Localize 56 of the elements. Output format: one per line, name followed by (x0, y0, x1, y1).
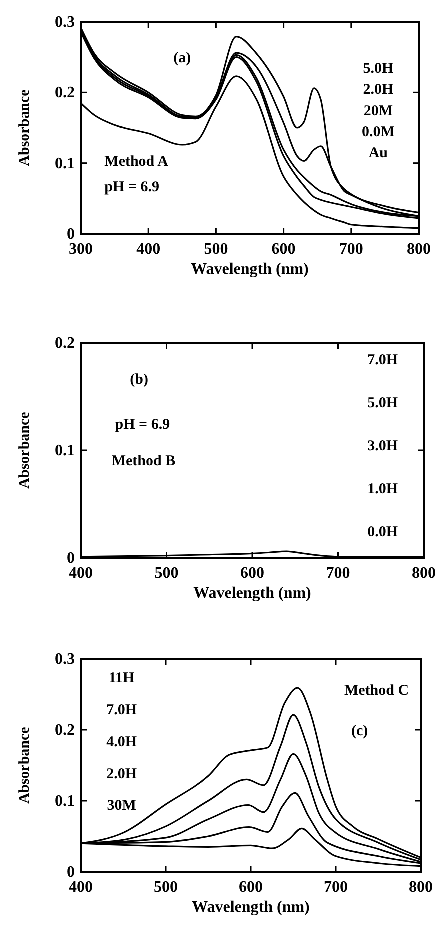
annotation: pH = 6.9 (104, 180, 160, 196)
x-tick-label: 400 (136, 241, 161, 258)
annotation: 5.0H (368, 396, 398, 412)
annotation: (a) (174, 50, 192, 66)
annotation: 20M (364, 103, 394, 120)
x-axis-title: Wavelength (nm) (191, 261, 309, 278)
x-tick-label: 600 (272, 241, 296, 258)
annotation: Method C (344, 683, 410, 700)
annotation: 0.0H (368, 524, 398, 540)
x-tick-label: 700 (339, 241, 364, 258)
annotation: Method A (104, 154, 169, 170)
y-tick-label: 0.3 (55, 14, 75, 31)
y-tick-label: 0.1 (55, 442, 75, 460)
annotation: 30M (107, 798, 136, 814)
y-tick-label: 0 (67, 550, 75, 567)
y-axis-title: Absorbance (17, 726, 33, 804)
y-tick-label: 0.2 (55, 722, 75, 739)
annotation: (c) (351, 724, 368, 740)
annotation: 4.0H (106, 734, 138, 750)
y-tick-label: 0.2 (55, 84, 75, 102)
y-tick-label: 0.1 (55, 793, 75, 810)
x-tick-label: 700 (324, 879, 348, 896)
x-axis-title: Wavelength (nm) (194, 585, 312, 602)
x-axis-title: Wavelength (nm) (192, 899, 310, 916)
x-tick-label: 500 (204, 241, 228, 258)
x-tick-label: 500 (154, 879, 178, 896)
y-tick-label: 0 (67, 226, 75, 243)
y-tick-label: 0.2 (55, 335, 75, 352)
annotation: 7.0H (368, 352, 398, 368)
annotation: 2.0H (106, 766, 138, 782)
x-tick-label: 700 (326, 565, 350, 582)
x-tick-label: 800 (412, 565, 436, 582)
y-tick-label: 0.1 (55, 155, 75, 172)
x-tick-label: 800 (409, 879, 433, 896)
y-tick-label: 0 (67, 864, 75, 881)
annotation: Au (368, 146, 388, 162)
annotation: 2.0H (363, 82, 394, 98)
x-tick-label: 600 (239, 879, 263, 896)
x-tick-label: 400 (69, 565, 93, 582)
annotation: 7.0H (106, 702, 138, 718)
x-tick-label: 600 (240, 565, 264, 582)
annotation: (b) (130, 372, 148, 388)
annotation: 0.0M (362, 124, 395, 140)
annotation: 1.0H (368, 482, 398, 498)
annotation: 3.0H (368, 438, 398, 454)
x-tick-label: 400 (69, 879, 93, 896)
annotation: pH = 6.9 (115, 417, 170, 433)
x-tick-label: 500 (154, 565, 179, 582)
y-axis-title: Absorbance (17, 89, 33, 166)
annotation: 5.0H (363, 60, 394, 77)
x-tick-label: 300 (69, 241, 93, 258)
y-tick-label: 0.3 (55, 651, 75, 668)
annotation: 11H (108, 670, 136, 686)
annotation: Method B (112, 454, 176, 470)
x-tick-label: 800 (407, 241, 431, 258)
y-axis-title: Absorbance (17, 412, 33, 489)
